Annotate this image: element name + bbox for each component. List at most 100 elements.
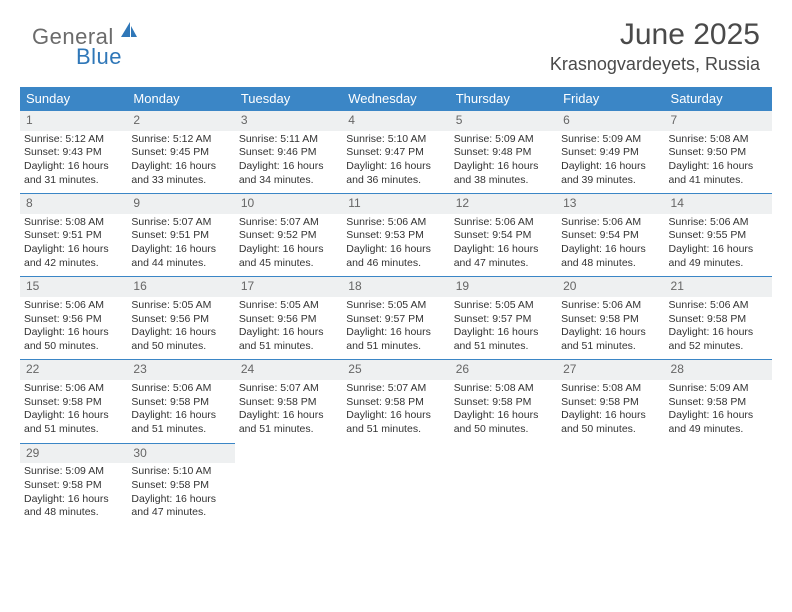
day-number: 28 xyxy=(665,360,772,380)
calendar-day-cell: 10Sunrise: 5:07 AMSunset: 9:52 PMDayligh… xyxy=(235,194,342,277)
sunrise-line: Sunrise: 5:07 AM xyxy=(131,216,230,230)
daylight-line: Daylight: 16 hours and 51 minutes. xyxy=(346,326,445,353)
calendar-day-cell: 5Sunrise: 5:09 AMSunset: 9:48 PMDaylight… xyxy=(450,111,557,194)
sunset-line: Sunset: 9:50 PM xyxy=(669,146,768,160)
sunrise-line: Sunrise: 5:09 AM xyxy=(561,133,660,147)
sunrise-line: Sunrise: 5:05 AM xyxy=(131,299,230,313)
sunset-line: Sunset: 9:58 PM xyxy=(561,313,660,327)
sunrise-line: Sunrise: 5:11 AM xyxy=(239,133,338,147)
calendar-day-cell: 28 Sunrise: 5:09 AMSunset: 9:58 PMDayligh… xyxy=(665,360,772,443)
sunrise-line: Sunrise: 5:10 AM xyxy=(131,465,230,479)
sunrise-line: Sunrise: 5:06 AM xyxy=(454,216,553,230)
daylight-line: Daylight: 16 hours and 50 minutes. xyxy=(454,409,553,436)
day-header: Thursday xyxy=(450,87,557,111)
daylight-line: Daylight: 16 hours and 51 minutes. xyxy=(239,409,338,436)
day-number: 26 xyxy=(450,360,557,380)
title-block: June 2025 Krasnogvardeyets, Russia xyxy=(550,18,760,75)
sunset-line: Sunset: 9:58 PM xyxy=(131,396,230,410)
daylight-line: Daylight: 16 hours and 50 minutes. xyxy=(131,326,230,353)
sunrise-line: Sunrise: 5:06 AM xyxy=(669,299,768,313)
sunrise-line: Sunrise: 5:07 AM xyxy=(239,216,338,230)
sunset-line: Sunset: 9:49 PM xyxy=(561,146,660,160)
calendar-day-cell: 8Sunrise: 5:08 AMSunset: 9:51 PMDaylight… xyxy=(20,194,127,277)
calendar-day-cell: 6Sunrise: 5:09 AMSunset: 9:49 PMDaylight… xyxy=(557,111,664,194)
sunrise-line: Sunrise: 5:09 AM xyxy=(669,382,768,396)
day-number: 15 xyxy=(20,277,127,297)
daylight-line: Daylight: 16 hours and 41 minutes. xyxy=(669,160,768,187)
day-number: 14 xyxy=(665,194,772,214)
sunset-line: Sunset: 9:58 PM xyxy=(24,396,123,410)
sunrise-line: Sunrise: 5:06 AM xyxy=(131,382,230,396)
sunrise-line: Sunrise: 5:06 AM xyxy=(24,299,123,313)
header: General Blue June 2025 Krasnogvardeyets,… xyxy=(0,0,792,81)
sunrise-line: Sunrise: 5:08 AM xyxy=(454,382,553,396)
calendar-day-cell: 20Sunrise: 5:06 AMSunset: 9:58 PMDayligh… xyxy=(557,277,664,360)
sunrise-line: Sunrise: 5:05 AM xyxy=(454,299,553,313)
sunrise-line: Sunrise: 5:09 AM xyxy=(24,465,123,479)
daylight-line: Daylight: 16 hours and 36 minutes. xyxy=(346,160,445,187)
calendar-day-cell: 22 Sunrise: 5:06 AMSunset: 9:58 PMDayligh… xyxy=(20,360,127,443)
sunrise-line: Sunrise: 5:06 AM xyxy=(561,299,660,313)
sunrise-line: Sunrise: 5:06 AM xyxy=(669,216,768,230)
sunrise-line: Sunrise: 5:06 AM xyxy=(24,382,123,396)
daylight-line: Daylight: 16 hours and 51 minutes. xyxy=(131,409,230,436)
daylight-line: Daylight: 16 hours and 46 minutes. xyxy=(346,243,445,270)
sunset-line: Sunset: 9:58 PM xyxy=(239,396,338,410)
calendar-day-cell: 9Sunrise: 5:07 AMSunset: 9:51 PMDaylight… xyxy=(127,194,234,277)
day-header: Tuesday xyxy=(235,87,342,111)
calendar-day-cell: 7Sunrise: 5:08 AMSunset: 9:50 PMDaylight… xyxy=(665,111,772,194)
sunrise-line: Sunrise: 5:12 AM xyxy=(24,133,123,147)
calendar-day-cell: 3Sunrise: 5:11 AMSunset: 9:46 PMDaylight… xyxy=(235,111,342,194)
sunset-line: Sunset: 9:58 PM xyxy=(454,396,553,410)
sunset-line: Sunset: 9:56 PM xyxy=(131,313,230,327)
day-header: Saturday xyxy=(665,87,772,111)
daylight-line: Daylight: 16 hours and 31 minutes. xyxy=(24,160,123,187)
daylight-line: Daylight: 16 hours and 49 minutes. xyxy=(669,243,768,270)
day-number: 22 xyxy=(20,360,127,380)
day-header: Sunday xyxy=(20,87,127,111)
sunrise-line: Sunrise: 5:06 AM xyxy=(561,216,660,230)
daylight-line: Daylight: 16 hours and 45 minutes. xyxy=(239,243,338,270)
sunset-line: Sunset: 9:57 PM xyxy=(346,313,445,327)
day-number: 21 xyxy=(665,277,772,297)
calendar-day-cell: 2Sunrise: 5:12 AMSunset: 9:45 PMDaylight… xyxy=(127,111,234,194)
daylight-line: Daylight: 16 hours and 49 minutes. xyxy=(669,409,768,436)
daylight-line: Daylight: 16 hours and 48 minutes. xyxy=(24,493,123,520)
calendar-day-cell: 18Sunrise: 5:05 AMSunset: 9:57 PMDayligh… xyxy=(342,277,449,360)
calendar-day-cell xyxy=(235,443,342,526)
daylight-line: Daylight: 16 hours and 42 minutes. xyxy=(24,243,123,270)
day-number: 19 xyxy=(450,277,557,297)
day-number: 25 xyxy=(342,360,449,380)
daylight-line: Daylight: 16 hours and 51 minutes. xyxy=(561,326,660,353)
calendar-day-cell: 24Sunrise: 5:07 AMSunset: 9:58 PMDayligh… xyxy=(235,360,342,443)
sunset-line: Sunset: 9:58 PM xyxy=(669,396,768,410)
daylight-line: Daylight: 16 hours and 44 minutes. xyxy=(131,243,230,270)
daylight-line: Daylight: 16 hours and 51 minutes. xyxy=(454,326,553,353)
sunset-line: Sunset: 9:56 PM xyxy=(24,313,123,327)
daylight-line: Daylight: 16 hours and 47 minutes. xyxy=(131,493,230,520)
calendar-day-cell: 27Sunrise: 5:08 AMSunset: 9:58 PMDayligh… xyxy=(557,360,664,443)
sunset-line: Sunset: 9:47 PM xyxy=(346,146,445,160)
daylight-line: Daylight: 16 hours and 34 minutes. xyxy=(239,160,338,187)
calendar-day-cell xyxy=(450,443,557,526)
day-number: 24 xyxy=(235,360,342,380)
daylight-line: Daylight: 16 hours and 51 minutes. xyxy=(346,409,445,436)
calendar-day-cell: 17Sunrise: 5:05 AMSunset: 9:56 PMDayligh… xyxy=(235,277,342,360)
sunrise-line: Sunrise: 5:05 AM xyxy=(239,299,338,313)
sunset-line: Sunset: 9:58 PM xyxy=(561,396,660,410)
day-number: 13 xyxy=(557,194,664,214)
day-number: 8 xyxy=(20,194,127,214)
daylight-line: Daylight: 16 hours and 50 minutes. xyxy=(561,409,660,436)
sunset-line: Sunset: 9:54 PM xyxy=(454,229,553,243)
sunrise-line: Sunrise: 5:09 AM xyxy=(454,133,553,147)
day-number: 5 xyxy=(450,111,557,131)
sunrise-line: Sunrise: 5:06 AM xyxy=(346,216,445,230)
calendar-week-row: 29Sunrise: 5:09 AMSunset: 9:58 PMDayligh… xyxy=(20,443,772,526)
sunrise-line: Sunrise: 5:08 AM xyxy=(24,216,123,230)
daylight-line: Daylight: 16 hours and 51 minutes. xyxy=(24,409,123,436)
location-text: Krasnogvardeyets, Russia xyxy=(550,54,760,75)
day-number: 6 xyxy=(557,111,664,131)
sunset-line: Sunset: 9:54 PM xyxy=(561,229,660,243)
day-header: Wednesday xyxy=(342,87,449,111)
daylight-line: Daylight: 16 hours and 51 minutes. xyxy=(239,326,338,353)
